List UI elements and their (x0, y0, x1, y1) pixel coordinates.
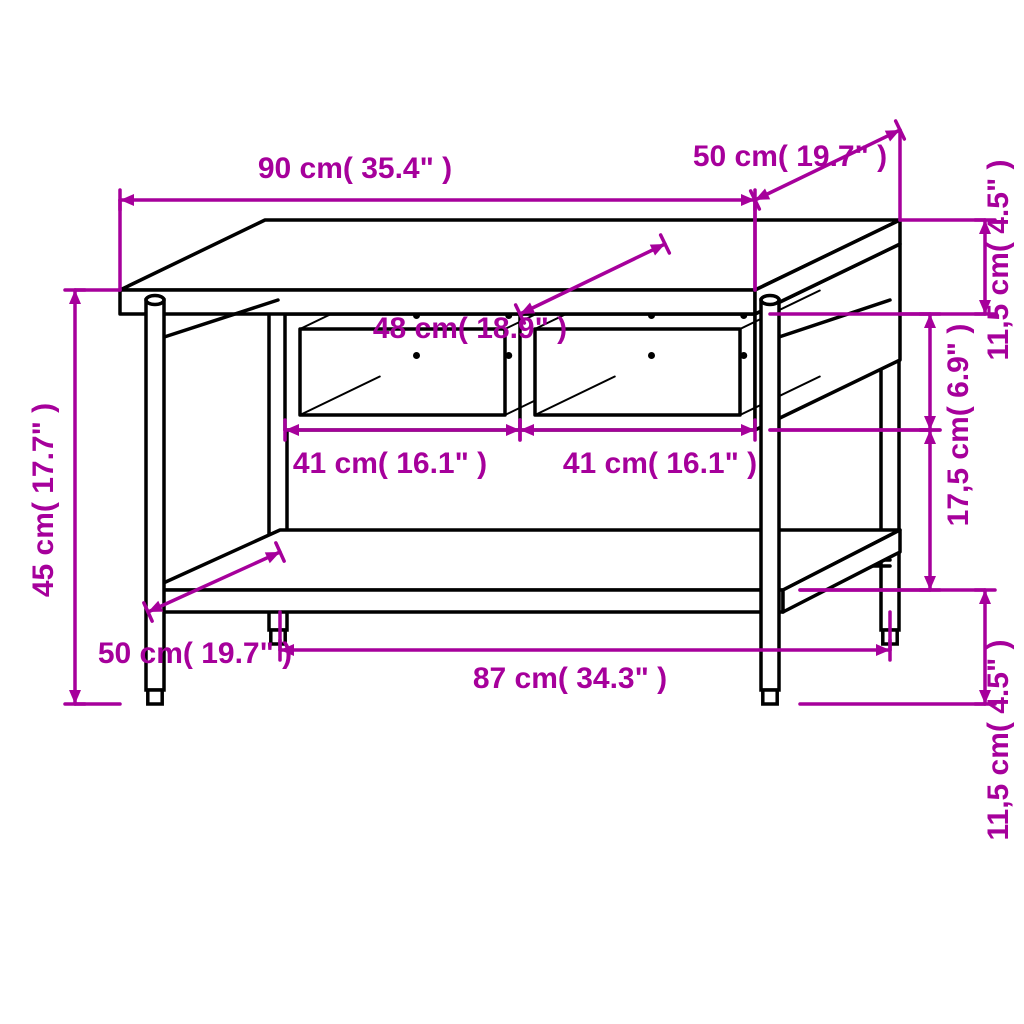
dim-cubby_h_label: 17,5 cm( 6.9" ) (942, 324, 975, 527)
furniture-drawing (120, 220, 900, 704)
dim-label-cubby_left: 41 cm( 16.1" ) (293, 447, 487, 480)
dim-label-shelf_depth: 50 cm( 19.7" ) (98, 637, 292, 670)
dim-label-cubby_right: 41 cm( 16.1" ) (563, 447, 757, 480)
dim-label-lower_gap: 11,5 cm( 4.5" ) (982, 639, 1015, 840)
dim-cubby_right: 41 cm( 16.1" ) (520, 420, 757, 480)
dim-label-upper_gap: 11,5 cm( 4.5" ) (982, 159, 1015, 360)
dim-label-total_height: 45 cm( 17.7" ) (27, 403, 60, 597)
dim-label-top_depth: 50 cm( 19.7" ) (693, 140, 887, 173)
dim-label-shelf_width: 87 cm( 34.3" ) (473, 662, 667, 695)
dim-shelf_width: 87 cm( 34.3" ) (280, 612, 890, 695)
dim-cubby_left: 41 cm( 16.1" ) (285, 420, 520, 480)
dim-lower_gap: 11,5 cm( 4.5" ) (800, 590, 1015, 841)
dim-label-cubby_h_label: 17,5 cm( 6.9" ) (942, 324, 975, 527)
dim-label-top_width: 90 cm( 35.4" ) (258, 152, 452, 185)
dim-label-inner_depth: 48 cm( 18.9" ) (373, 312, 567, 345)
